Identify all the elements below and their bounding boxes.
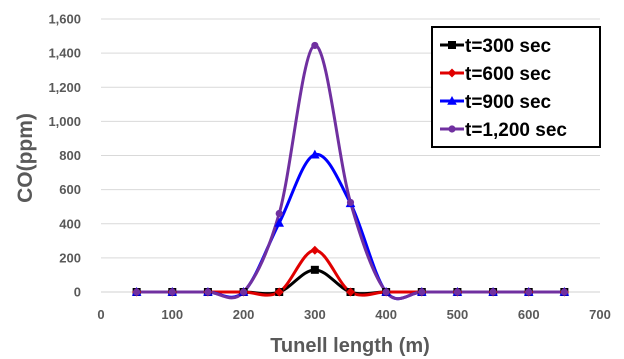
legend-box bbox=[431, 26, 601, 148]
data-point bbox=[275, 209, 283, 218]
data-point bbox=[346, 287, 355, 297]
gridlines bbox=[101, 18, 600, 259]
y-tick-label: 1,200 bbox=[48, 80, 81, 95]
data-point bbox=[418, 288, 426, 296]
series-markers bbox=[131, 41, 570, 297]
x-tick-label: 500 bbox=[447, 307, 469, 322]
y-tick-label: 0 bbox=[74, 285, 81, 300]
series-line bbox=[136, 43, 565, 301]
x-tick-label: 0 bbox=[97, 307, 104, 322]
y-tick-label: 1,400 bbox=[48, 46, 81, 61]
y-tick-label: 1,600 bbox=[48, 12, 81, 27]
data-point bbox=[204, 288, 212, 296]
data-point bbox=[346, 198, 355, 207]
legend-swatch-marker bbox=[448, 41, 456, 49]
legend-swatch-marker bbox=[448, 125, 456, 133]
legend: t=300 sec t=600 sec t=900 sec t=1,200 sec bbox=[431, 26, 601, 148]
x-tick-label: 200 bbox=[233, 307, 255, 322]
legend-swatch-marker bbox=[447, 96, 457, 105]
data-point bbox=[311, 41, 319, 50]
series-line bbox=[136, 153, 565, 301]
legend-entry-label: t=600 sec bbox=[465, 64, 552, 85]
legend-entry-label: t=900 sec bbox=[465, 92, 552, 113]
data-point bbox=[453, 288, 462, 296]
data-point bbox=[239, 288, 248, 296]
y-tick-label: 400 bbox=[59, 216, 81, 231]
data-point bbox=[310, 245, 320, 255]
data-point bbox=[489, 288, 497, 296]
legend-entry-label: t=300 sec bbox=[465, 36, 552, 57]
data-point bbox=[525, 288, 533, 296]
y-tick-label: 600 bbox=[59, 182, 81, 197]
y-tick-label: 800 bbox=[59, 148, 81, 163]
y-tick-label: 1,000 bbox=[48, 114, 81, 129]
data-point bbox=[274, 217, 285, 227]
legend-entry-label: t=1,200 sec bbox=[465, 120, 567, 141]
data-point bbox=[310, 265, 319, 274]
x-axis-title: Tunell length (m) bbox=[270, 335, 430, 357]
legend-swatch-marker bbox=[447, 68, 457, 78]
data-point bbox=[133, 288, 141, 296]
x-tick-label: 300 bbox=[304, 307, 326, 322]
y-tick-label: 200 bbox=[59, 250, 81, 265]
x-tick-label: 600 bbox=[518, 307, 540, 322]
x-tick-label: 100 bbox=[161, 307, 183, 322]
y-axis-title: CO(ppm) bbox=[14, 113, 37, 203]
data-point bbox=[274, 287, 284, 297]
data-point bbox=[560, 288, 568, 296]
x-tick-label: 400 bbox=[375, 307, 397, 322]
data-point bbox=[382, 288, 390, 296]
x-tick-label: 700 bbox=[589, 307, 611, 322]
data-point bbox=[168, 288, 176, 296]
data-point bbox=[310, 149, 320, 159]
